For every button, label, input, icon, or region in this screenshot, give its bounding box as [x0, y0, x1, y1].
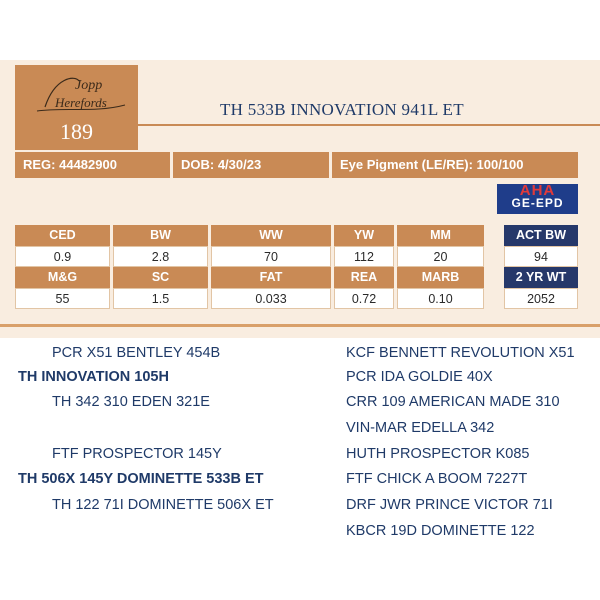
pedigree-great-7: DRF JWR PRINCE VICTOR 71I: [346, 497, 553, 513]
pedigree-sire-dam: TH 342 310 EDEN 321E: [52, 394, 210, 410]
pedigree-sire-sire: PCR X51 BENTLEY 454B: [52, 345, 221, 361]
epd-header-rea: REA: [334, 267, 394, 288]
pedigree-great-4: VIN-MAR EDELLA 342: [346, 420, 495, 436]
date-of-birth: DOB: 4/30/23: [173, 152, 329, 178]
pedigree-sire: TH INNOVATION 105H: [18, 369, 169, 385]
epd-header-sc: SC: [113, 267, 208, 288]
epd-header-bw: BW: [113, 225, 208, 246]
epd-value-bw: 2.8: [113, 246, 208, 267]
epd-value-marb: 0.10: [397, 288, 484, 309]
farm-logo-panel: Jopp Herefords 189: [15, 65, 138, 150]
aha-ge-epd-logo: AHA GE-EPD: [497, 182, 578, 214]
epd-value-sc: 1.5: [113, 288, 208, 309]
pedigree-great-3: CRR 109 AMERICAN MADE 310: [346, 394, 560, 410]
epd-value-mm: 20: [397, 246, 484, 267]
logo-script-bottom: Herefords: [54, 95, 107, 110]
ge-epd-logo-text: GE-EPD: [511, 196, 564, 210]
logo-script-top: Jopp: [75, 78, 102, 93]
farm-logo: Jopp Herefords: [36, 77, 126, 112]
eye-pigment: Eye Pigment (LE/RE): 100/100: [332, 152, 578, 178]
epd-value-rea: 0.72: [334, 288, 394, 309]
epd-header-ced: CED: [15, 225, 110, 246]
epd-header-ww: WW: [211, 225, 331, 246]
epd-header-marb: MARB: [397, 267, 484, 288]
pedigree-dam: TH 506X 145Y DOMINETTE 533B ET: [18, 471, 264, 487]
aha-logo-text: AHA: [519, 182, 556, 199]
pedigree-great-8: KBCR 19D DOMINETTE 122: [346, 523, 535, 539]
pedigree-great-6: FTF CHICK A BOOM 7227T: [346, 471, 528, 487]
pedigree-great-1: KCF BENNETT REVOLUTION X51: [346, 345, 575, 361]
epd-value-ced: 0.9: [15, 246, 110, 267]
animal-name: TH 533B INNOVATION 941L ET: [220, 100, 464, 119]
epd-value-yw: 112: [334, 246, 394, 267]
epd-header-yw: YW: [334, 225, 394, 246]
epd-value-ww: 70: [211, 246, 331, 267]
act-bw-label: ACT BW: [504, 225, 578, 246]
epd-header-mg: M&G: [15, 267, 110, 288]
reg-number: REG: 44482900: [15, 152, 170, 178]
pedigree-great-5: HUTH PROSPECTOR K085: [346, 446, 530, 462]
epd-value-mg: 55: [15, 288, 110, 309]
section-divider: [0, 324, 600, 327]
two-yr-wt-label: 2 YR WT: [504, 267, 578, 288]
epd-value-fat: 0.033: [211, 288, 331, 309]
two-yr-wt-value: 2052: [504, 288, 578, 309]
epd-header-mm: MM: [397, 225, 484, 246]
act-bw-value: 94: [504, 246, 578, 267]
title-underline: [138, 124, 600, 126]
epd-header-fat: FAT: [211, 267, 331, 288]
pedigree-great-2: PCR IDA GOLDIE 40X: [346, 369, 493, 385]
pedigree-dam-sire: FTF PROSPECTOR 145Y: [52, 446, 222, 462]
lot-number: 189: [60, 119, 93, 144]
pedigree-dam-dam: TH 122 71I DOMINETTE 506X ET: [52, 497, 274, 513]
